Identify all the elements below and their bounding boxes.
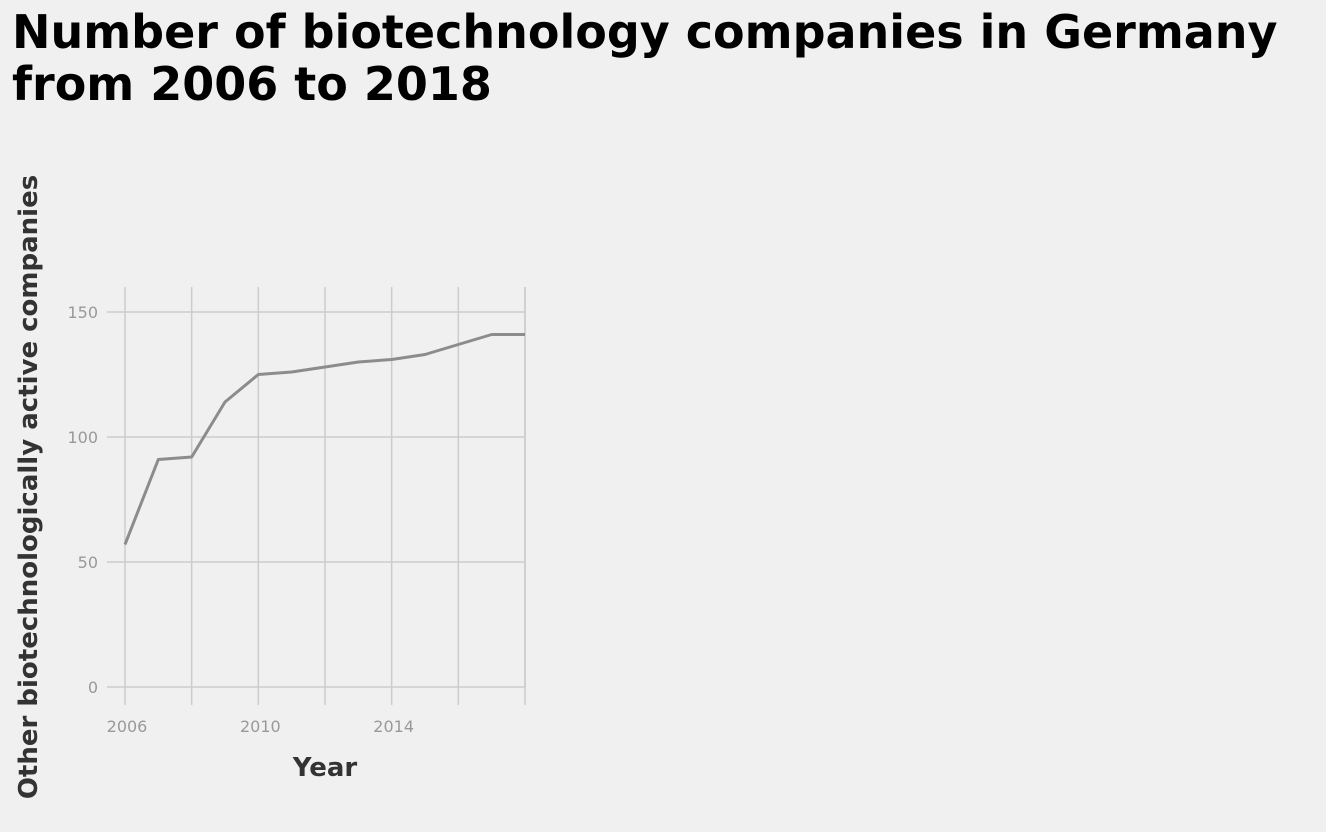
y-tick-label: 150 xyxy=(67,303,98,322)
x-tick-label: 2010 xyxy=(240,717,281,736)
y-tick-label: 0 xyxy=(88,678,98,697)
x-axis-ticks: 2006 2010 2014 xyxy=(107,717,414,736)
x-tick-label: 2006 xyxy=(107,717,148,736)
x-tick-label: 2014 xyxy=(373,717,414,736)
y-tick-label: 50 xyxy=(78,553,98,572)
y-axis-label: Other biotechnologically active companie… xyxy=(14,175,44,799)
x-axis-label: Year xyxy=(292,753,358,783)
y-tick-label: 100 xyxy=(67,428,98,447)
y-axis-ticks: 0 50 100 150 xyxy=(67,303,98,697)
chart-title: Number of biotechnology companies in Ger… xyxy=(12,5,1278,111)
series-line xyxy=(123,333,525,546)
grid xyxy=(107,287,526,705)
